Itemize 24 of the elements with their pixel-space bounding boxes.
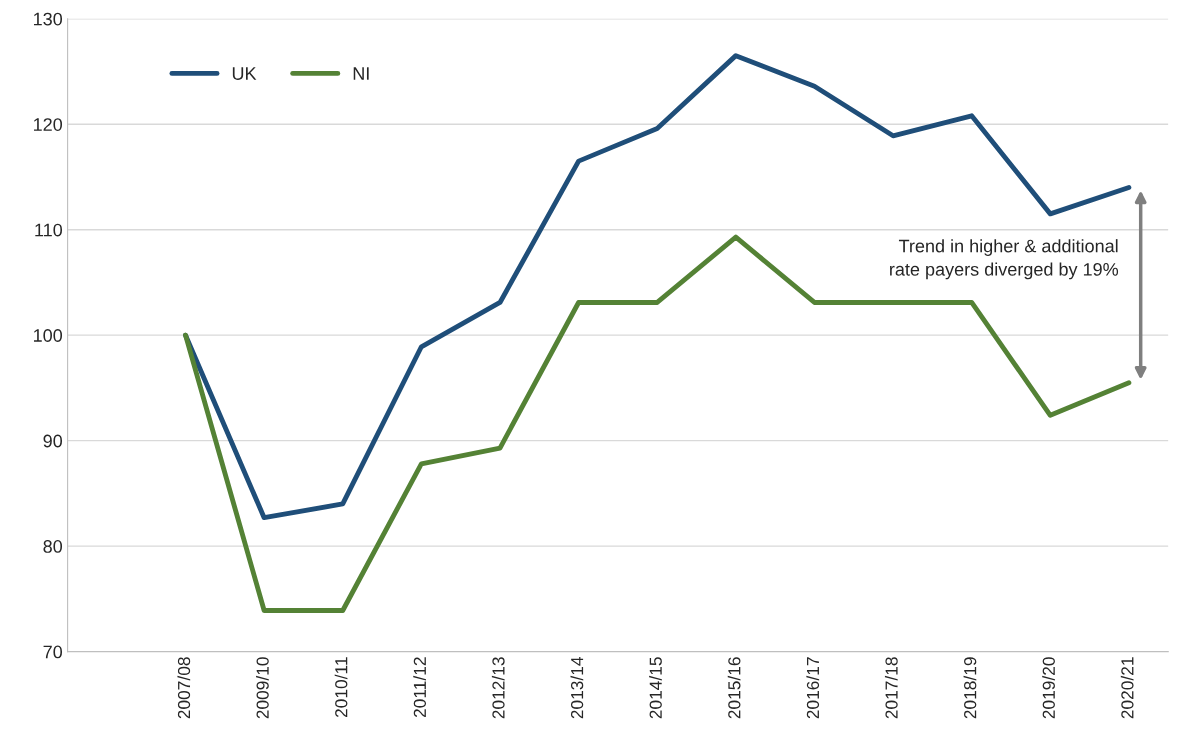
x-tick-label: 2017/18 (884, 657, 898, 719)
line-series (183, 234, 1132, 613)
x-tick-label: 2012/13 (491, 657, 505, 719)
x-tick-label: 2014/15 (649, 657, 662, 719)
annotation: Trend in higher & additional rate payers diverged by 19% (890, 239, 1119, 280)
x-tick-label: 2007/08 (177, 657, 191, 719)
y-tick-label: 100 (34, 329, 63, 342)
y-tick-label: 70 (43, 645, 63, 659)
x-tick-label: 2019/20 (1042, 657, 1055, 719)
y-tick-label: 120 (34, 118, 63, 131)
x-tick-label: 2020/21 (1120, 657, 1134, 719)
x-tick-label: 2010/11 (334, 657, 348, 718)
x-tick-label: 2018/19 (963, 657, 977, 719)
legend-label: UK (232, 67, 257, 80)
x-tick-label: 2009/10 (256, 657, 269, 719)
legend-label: NI (353, 67, 369, 80)
x-tick-label: 2016/17 (806, 657, 820, 719)
y-tick-label: 110 (35, 223, 63, 237)
x-tick-label: 2011/12 (413, 657, 427, 718)
y-tick-label: 130 (34, 12, 63, 26)
x-tick-label: 2015/16 (727, 657, 741, 719)
x-tick-label: 2013/14 (570, 656, 584, 719)
y-tick-label: 80 (43, 540, 63, 553)
y-tick-label: 90 (43, 434, 63, 448)
